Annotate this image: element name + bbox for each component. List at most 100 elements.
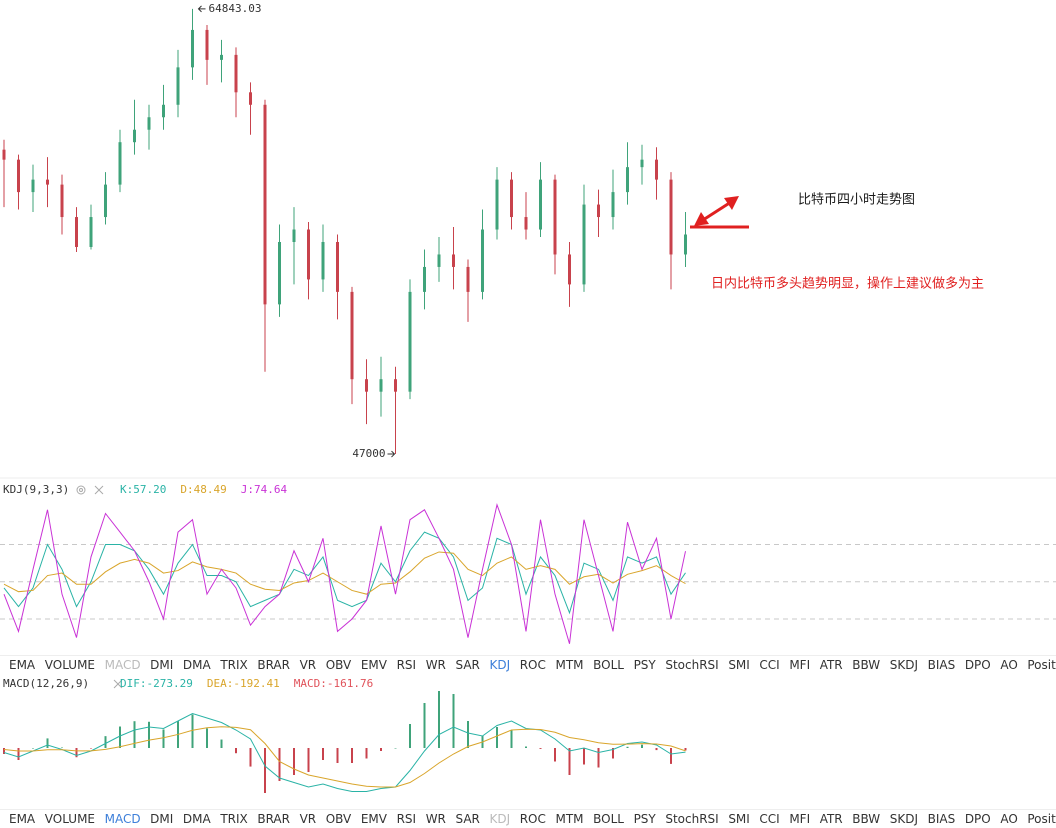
indicator-tab[interactable]: OBV — [325, 812, 352, 826]
indicator-tab[interactable]: KDJ — [489, 658, 511, 672]
close-icon[interactable] — [113, 679, 123, 689]
candle-body — [597, 204, 600, 218]
indicator-tab[interactable]: StochRSI — [665, 658, 719, 672]
histogram-bar — [46, 738, 49, 748]
histogram-bar — [554, 748, 556, 762]
indicator-tab[interactable]: OBV — [325, 658, 352, 672]
indicator-tab[interactable]: BRAR — [257, 658, 290, 672]
indicator-tab[interactable]: TRIX — [220, 812, 248, 826]
indicator-tab[interactable]: MACD — [104, 658, 141, 672]
indicator-tab[interactable]: MTM — [555, 658, 584, 672]
histogram-bar — [452, 694, 455, 748]
histogram-bar — [249, 748, 252, 767]
indicator-tab[interactable]: CCI — [759, 812, 780, 826]
indicator-tab[interactable]: PSY — [633, 658, 656, 672]
indicator-tab[interactable]: DPO — [964, 812, 991, 826]
indicator-tab[interactable]: ROC — [519, 658, 546, 672]
indicator-tab[interactable]: ATR — [819, 812, 843, 826]
histogram-bar — [423, 703, 426, 748]
histogram-bar — [336, 748, 339, 763]
low-label: 47000 — [352, 447, 385, 460]
indicator-tab[interactable]: BBW — [852, 812, 881, 826]
indicator-tab[interactable]: BBW — [852, 658, 881, 672]
indicator-tab[interactable]: SMI — [728, 812, 750, 826]
indicator-tab[interactable]: PSY — [633, 812, 656, 826]
candle-body — [408, 291, 412, 392]
indicator-tab[interactable]: MFI — [789, 658, 811, 672]
histogram-bar — [380, 748, 382, 751]
indicator-tab[interactable]: MTM — [555, 812, 584, 826]
arrow — [197, 5, 206, 13]
indicator-tab[interactable]: AO — [1000, 812, 1018, 826]
histogram-bar — [409, 724, 411, 748]
candle-body — [524, 217, 528, 230]
indicator-tab[interactable]: MFI — [789, 812, 811, 826]
indicator-tab[interactable]: VR — [299, 658, 317, 672]
candle-body — [205, 29, 209, 60]
indicator-tab[interactable]: SMI — [728, 658, 750, 672]
candle-body — [292, 229, 296, 242]
candle-body — [684, 234, 687, 255]
indicator-tab[interactable]: SKDJ — [889, 658, 919, 672]
settings-icon[interactable] — [76, 485, 86, 495]
indicator-tab[interactable]: DPO — [964, 658, 991, 672]
indicator-tab[interactable]: SAR — [455, 658, 480, 672]
close-icon[interactable] — [94, 485, 104, 495]
histogram-bar — [61, 747, 63, 749]
indicator-tab[interactable]: DMI — [150, 658, 174, 672]
candle-body — [118, 142, 122, 185]
indicator-tab[interactable]: RSI — [396, 658, 417, 672]
indicator-tab[interactable]: MACD — [104, 812, 141, 826]
indicator-tab[interactable]: SAR — [455, 812, 480, 826]
indicator-tab[interactable]: StochRSI — [665, 812, 719, 826]
candle-body — [307, 229, 310, 280]
indicator-tab[interactable]: ROC — [519, 812, 546, 826]
histogram-bar — [438, 691, 440, 748]
candle-body — [89, 217, 93, 247]
indicator-tab[interactable]: EMV — [360, 658, 387, 672]
indicator-tab[interactable]: VOLUME — [44, 658, 95, 672]
histogram-bar — [684, 748, 687, 751]
indicator-tab[interactable]: BIAS — [927, 658, 956, 672]
candle-body — [466, 266, 470, 292]
indicator-tab[interactable]: CCI — [759, 658, 780, 672]
indicator-tab[interactable]: TRIX — [220, 658, 248, 672]
indicator-tab[interactable]: DMA — [182, 658, 211, 672]
indicator-tab[interactable]: EMA — [9, 658, 36, 672]
indicator-tab[interactable]: KDJ — [489, 812, 511, 826]
panel-title: MACD(12,26,9) — [3, 677, 89, 690]
indicator-value: DEA:-192.41 — [207, 677, 280, 690]
candle-body — [553, 179, 557, 255]
indicator-tab[interactable]: EMA — [9, 812, 36, 826]
histogram-bar — [293, 748, 295, 775]
histogram-bar — [583, 748, 585, 765]
indicator-value: DIF:-273.29 — [120, 677, 193, 690]
indicator-tab[interactable]: VR — [299, 812, 317, 826]
histogram-bar — [264, 748, 266, 793]
candle-body — [220, 54, 223, 60]
indicator-tab[interactable]: BIAS — [927, 812, 956, 826]
indicator-tab[interactable]: DMI — [150, 812, 174, 826]
indicator-value: D:48.49 — [180, 483, 226, 496]
indicator-tab[interactable]: WR — [425, 658, 446, 672]
indicator-tab[interactable]: WR — [425, 812, 446, 826]
indicator-tabs: EMA VOLUME MACD DMI DMA TRIX BRAR VR OBV EMV RSI WR… — [0, 655, 1056, 673]
indicator-tab[interactable]: BOLL — [593, 658, 624, 672]
indicator-tab[interactable]: SKDJ — [889, 812, 919, 826]
indicator-tab[interactable]: EMV — [360, 812, 387, 826]
indicator-tab[interactable]: Position — [1027, 658, 1056, 672]
indicator-tab[interactable]: RSI — [396, 812, 417, 826]
indicator-line — [3, 531, 686, 615]
histogram-bar — [365, 748, 368, 759]
histogram-bar — [568, 748, 571, 775]
indicator-tab[interactable]: BOLL — [593, 812, 624, 826]
candle-body — [191, 29, 194, 68]
candle-body — [31, 179, 35, 193]
indicator-tab[interactable]: BRAR — [257, 812, 290, 826]
indicator-tab[interactable]: VOLUME — [44, 812, 95, 826]
indicator-tab[interactable]: AO — [1000, 658, 1018, 672]
indicator-tab[interactable]: DMA — [182, 812, 211, 826]
indicator-tab[interactable]: Position — [1027, 812, 1056, 826]
indicator-tab[interactable]: ATR — [819, 658, 843, 672]
